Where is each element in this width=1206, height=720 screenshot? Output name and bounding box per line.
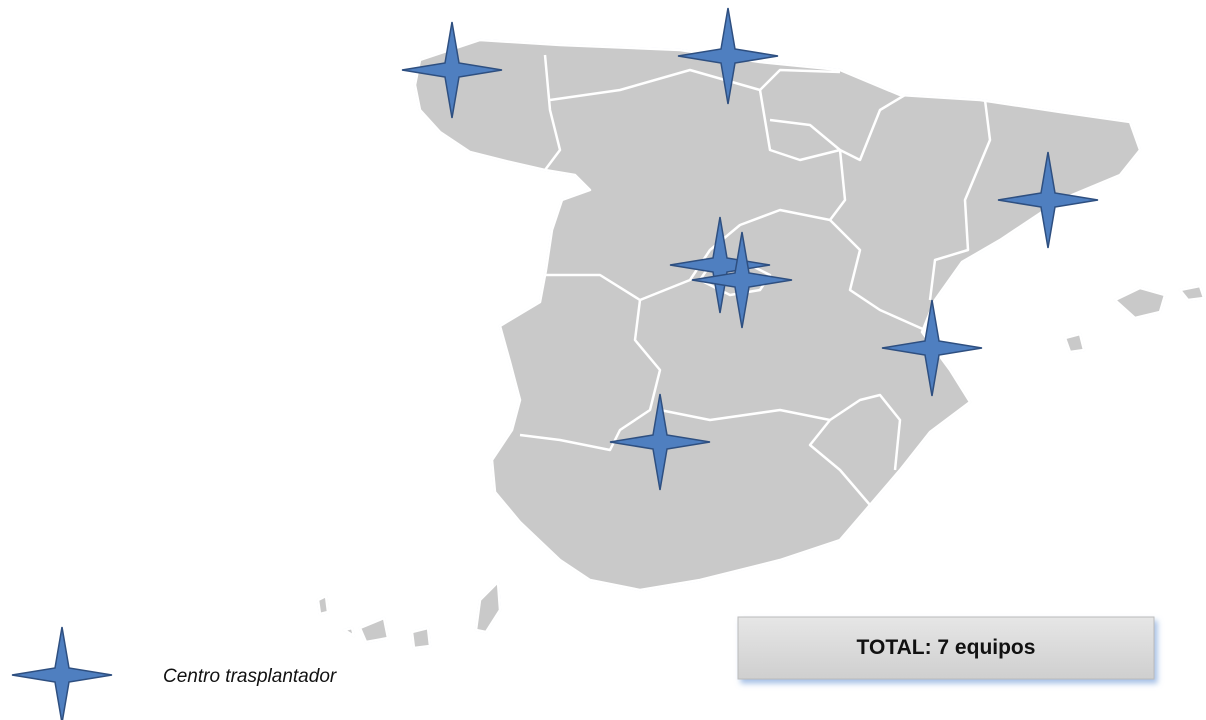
canary bbox=[316, 580, 502, 650]
legend-marker bbox=[11, 626, 113, 720]
legend-label: Centro trasplantador bbox=[163, 666, 337, 687]
mainland bbox=[413, 38, 1142, 592]
total-text: TOTAL: 7 equipos bbox=[857, 636, 1036, 659]
total-box: TOTAL: 7 equipos bbox=[737, 616, 1155, 680]
region-borders bbox=[519, 54, 992, 506]
total-box-bg bbox=[737, 616, 1155, 680]
balearic bbox=[1063, 284, 1206, 354]
spain bbox=[316, 38, 1206, 650]
legend: Centro trasplantador bbox=[11, 626, 337, 720]
